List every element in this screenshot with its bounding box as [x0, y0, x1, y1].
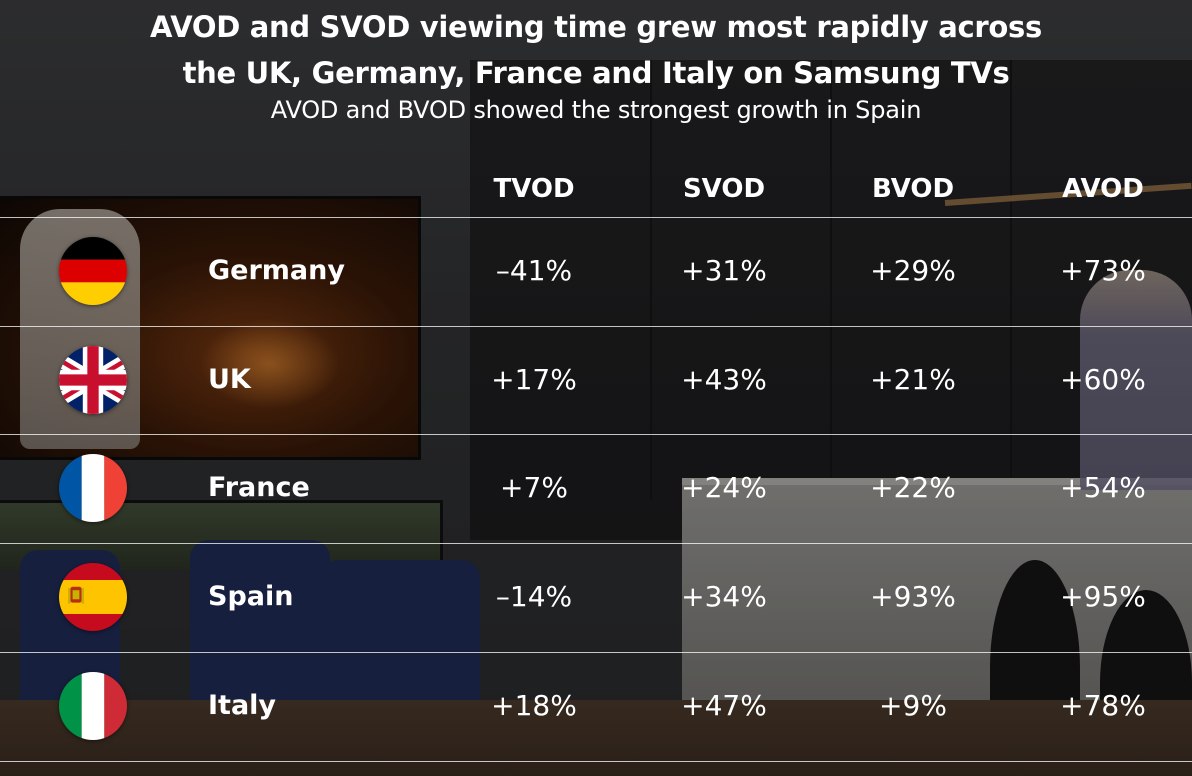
value-tvod: +7% [500, 471, 568, 504]
germany-flag-icon [59, 237, 127, 305]
divider [0, 761, 1192, 762]
value-tvod: –41% [495, 254, 573, 287]
divider [0, 543, 1192, 544]
italy-flag-icon [59, 672, 127, 740]
value-svod: +34% [681, 580, 767, 613]
value-svod: +24% [681, 471, 767, 504]
value-svod: +47% [681, 689, 767, 722]
column-header-svod: SVOD [682, 174, 766, 204]
column-header-tvod: TVOD [493, 174, 575, 204]
table-row-uk: UK +17% +43% +21% +60% [0, 326, 1192, 434]
divider [0, 652, 1192, 653]
value-bvod: +21% [870, 363, 956, 396]
value-avod: +73% [1060, 254, 1146, 287]
page-subtitle: AVOD and BVOD showed the strongest growt… [270, 96, 922, 124]
value-bvod: +29% [870, 254, 956, 287]
value-bvod: +9% [879, 689, 947, 722]
value-tvod: +18% [491, 689, 577, 722]
divider [0, 434, 1192, 435]
divider [0, 217, 1192, 218]
column-header-bvod: BVOD [871, 174, 955, 204]
page-title: AVOD and SVOD viewing time grew most rap… [0, 4, 1192, 96]
table-row-spain: Spain –14% +34% +93% +95% [0, 543, 1192, 651]
title-line-2: the UK, Germany, France and Italy on Sam… [182, 56, 1010, 90]
value-avod: +60% [1060, 363, 1146, 396]
france-flag-icon [59, 454, 127, 522]
value-avod: +54% [1060, 471, 1146, 504]
country-name: Germany [208, 255, 345, 286]
value-avod: +95% [1060, 580, 1146, 613]
value-avod: +78% [1060, 689, 1146, 722]
value-svod: +43% [681, 363, 767, 396]
country-name: Spain [208, 581, 294, 612]
value-tvod: –14% [495, 580, 573, 613]
country-name: UK [208, 364, 251, 395]
uk-flag-icon [59, 346, 127, 414]
spain-flag-icon [59, 563, 127, 631]
value-bvod: +93% [870, 580, 956, 613]
divider [0, 326, 1192, 327]
country-name: France [208, 472, 310, 503]
value-tvod: +17% [491, 363, 577, 396]
table-row-italy: Italy +18% +47% +9% +78% [0, 652, 1192, 760]
country-name: Italy [208, 690, 277, 721]
value-bvod: +22% [870, 471, 956, 504]
title-line-1: AVOD and SVOD viewing time grew most rap… [150, 10, 1042, 44]
value-svod: +31% [681, 254, 767, 287]
column-header-avod: AVOD [1062, 174, 1144, 204]
table-row-france: France +7% +24% +22% +54% [0, 434, 1192, 542]
table-row-germany: Germany –41% +31% +29% +73% [0, 217, 1192, 325]
